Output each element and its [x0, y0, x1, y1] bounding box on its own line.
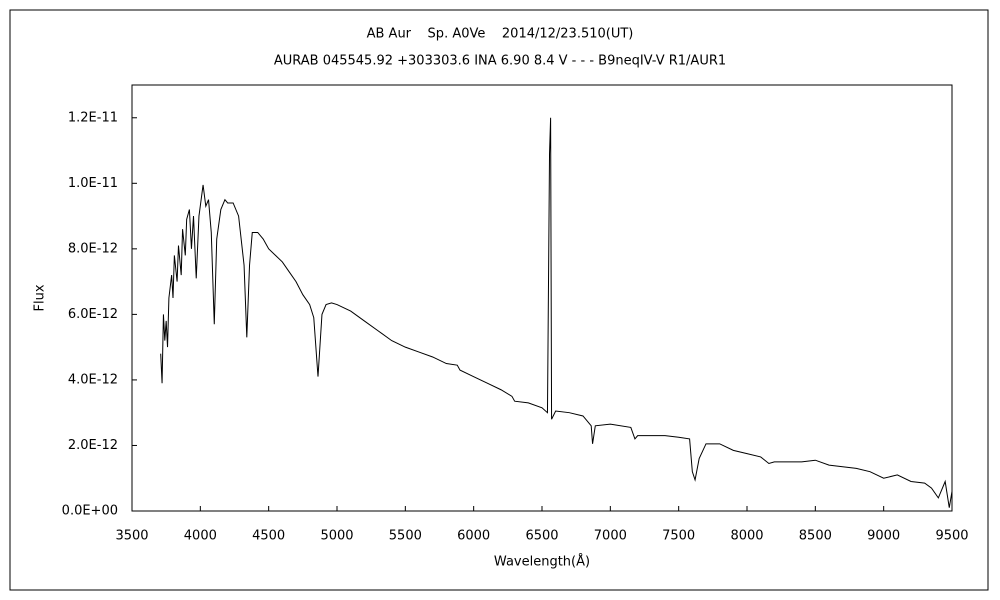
x-tick-label: 9000	[867, 529, 900, 544]
x-tick-label: 4000	[184, 529, 217, 544]
x-tick-label: 5500	[389, 529, 422, 544]
frame	[9, 9, 989, 591]
y-tick-label: 1.2E-11	[68, 110, 118, 125]
x-tick-label: 7500	[662, 529, 695, 544]
x-tick-label: 8500	[799, 529, 832, 544]
x-tick-label: 5000	[320, 529, 353, 544]
y-tick-label: 1.0E-11	[68, 176, 118, 191]
x-axis-label: Wavelength(Å)	[494, 554, 590, 570]
x-tick-label: 8000	[730, 529, 763, 544]
x-tick-label: 4500	[252, 529, 285, 544]
chart-title: AB Aur Sp. A0Ve 2014/12/23.510(UT)	[367, 27, 634, 42]
spectrum-line	[160, 117, 953, 508]
x-tick-label: 6000	[457, 529, 490, 544]
x-tick-label: 6500	[525, 529, 558, 544]
x-tick-label: 7000	[594, 529, 627, 544]
y-tick-label: 6.0E-12	[68, 307, 118, 322]
y-tick-label: 2.0E-12	[68, 438, 118, 453]
y-tick-label: 8.0E-12	[68, 241, 118, 256]
x-tick-label: 3500	[115, 529, 148, 544]
x-tick-label: 9500	[935, 529, 968, 544]
y-axis-label: Flux	[33, 284, 48, 311]
y-tick-label: 4.0E-12	[68, 372, 118, 387]
chart-subtitle: AURAB 045545.92 +303303.6 INA 6.90 8.4 V…	[274, 54, 726, 69]
y-tick-label: 0.0E+00	[62, 504, 118, 519]
